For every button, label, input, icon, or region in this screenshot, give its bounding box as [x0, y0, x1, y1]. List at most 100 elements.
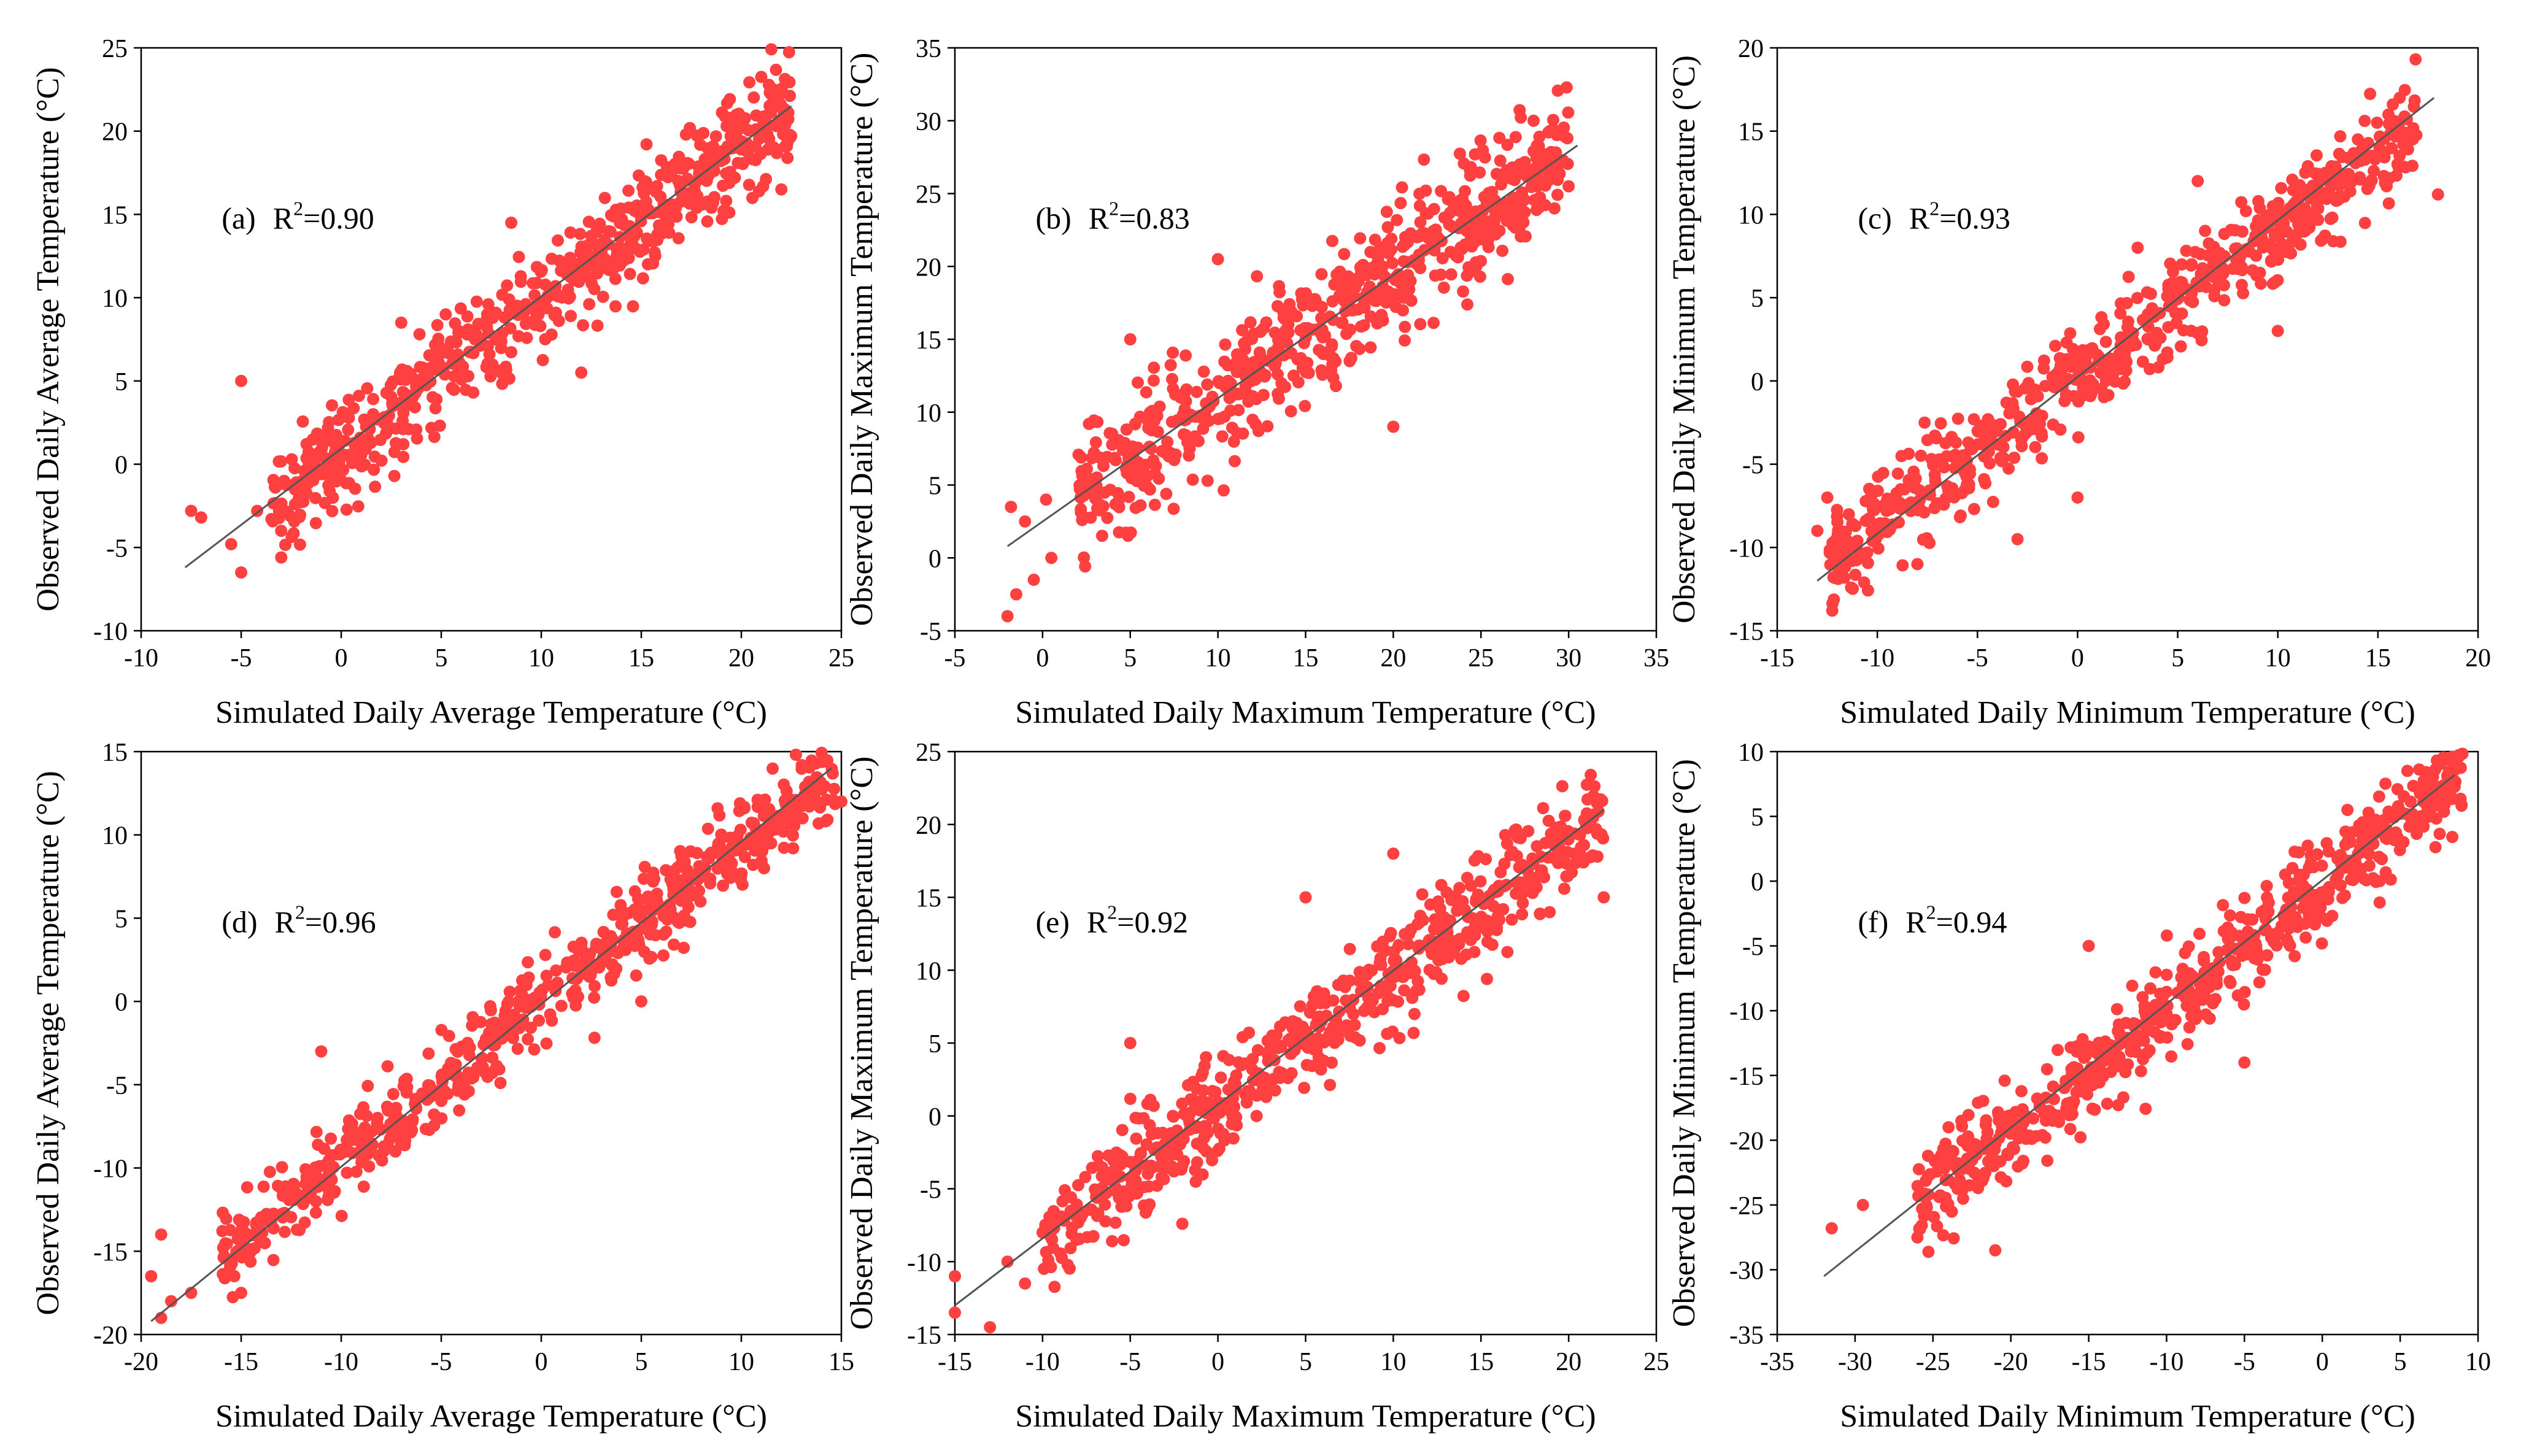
- data-point: [1535, 151, 1548, 164]
- x-tick-label: -10: [2149, 1348, 2183, 1376]
- data-point: [1250, 1109, 1263, 1122]
- data-point: [453, 356, 466, 369]
- data-point: [675, 859, 687, 872]
- y-axis-label: Observed Daily Average Temperature (°C): [31, 771, 66, 1315]
- data-point: [1518, 206, 1531, 218]
- y-axis-label: Observed Daily Average Temperature (°C): [31, 67, 66, 611]
- data-point: [241, 1181, 253, 1194]
- data-point: [613, 259, 626, 272]
- x-tick-label: 30: [1556, 644, 1581, 672]
- data-point: [1099, 1215, 1112, 1228]
- data-point: [1375, 309, 1388, 322]
- data-point: [439, 308, 452, 321]
- data-point: [2290, 919, 2303, 932]
- data-point: [598, 191, 611, 204]
- data-point: [1451, 904, 1464, 917]
- data-point: [288, 462, 301, 475]
- data-point: [760, 109, 773, 122]
- data-point: [1858, 576, 1870, 589]
- data-point: [779, 112, 792, 125]
- outlier-point: [505, 217, 518, 229]
- data-point: [1963, 1162, 1975, 1175]
- outlier-point: [235, 374, 247, 387]
- data-point: [672, 232, 685, 245]
- data-point: [1279, 310, 1291, 323]
- data-point: [1391, 214, 1403, 226]
- data-point: [2389, 130, 2402, 143]
- r2-value: =0.92: [1117, 905, 1188, 939]
- data-point: [1211, 1144, 1224, 1157]
- data-point: [1388, 288, 1400, 301]
- data-point: [1956, 1184, 1969, 1196]
- data-point: [422, 1047, 435, 1060]
- data-point: [2282, 892, 2295, 904]
- data-point: [1132, 1112, 1145, 1125]
- x-tick-label: -15: [1760, 644, 1794, 672]
- data-point: [2038, 1107, 2051, 1120]
- data-point: [2401, 765, 2414, 777]
- data-point: [1932, 1190, 1945, 1203]
- data-point: [1474, 875, 1487, 888]
- data-point: [604, 225, 617, 238]
- data-point: [2413, 763, 2426, 776]
- data-point: [2386, 829, 2399, 842]
- data-point: [536, 353, 549, 366]
- data-point: [1516, 896, 1529, 909]
- data-point: [340, 503, 353, 516]
- data-point: [1547, 153, 1560, 165]
- y-tick-label: -5: [1742, 933, 1764, 961]
- data-point: [1481, 925, 1494, 938]
- data-point: [503, 293, 515, 306]
- data-point: [646, 235, 659, 248]
- data-point: [678, 941, 690, 954]
- data-point: [1175, 1163, 1187, 1176]
- scatter-points: [1001, 81, 1575, 623]
- data-point: [1315, 301, 1328, 314]
- r2-value: =0.90: [303, 201, 374, 236]
- x-tick-label: 10: [1205, 644, 1231, 672]
- data-point: [1302, 366, 1315, 379]
- data-point: [666, 910, 679, 923]
- data-point: [588, 980, 601, 993]
- data-point: [2356, 834, 2368, 847]
- data-point: [1120, 423, 1133, 436]
- data-point: [1934, 417, 1947, 429]
- data-point: [1155, 1158, 1168, 1171]
- data-point: [528, 1043, 541, 1056]
- data-point: [1510, 823, 1523, 836]
- data-point: [1246, 1063, 1259, 1076]
- data-point: [713, 809, 726, 822]
- data-point: [605, 974, 618, 987]
- data-point: [2429, 841, 2442, 853]
- data-point: [2161, 290, 2174, 302]
- data-point: [1513, 222, 1526, 235]
- data-point: [467, 1071, 480, 1084]
- data-point: [1324, 310, 1337, 323]
- data-point: [723, 177, 736, 190]
- x-tick-label: 15: [628, 644, 654, 672]
- data-point: [1297, 299, 1310, 312]
- data-point: [2276, 237, 2288, 250]
- data-point: [1559, 809, 1572, 822]
- regression-line: [1006, 144, 1578, 547]
- outlier-point: [2238, 1056, 2251, 1069]
- data-point: [566, 987, 579, 1000]
- data-point: [507, 1031, 520, 1044]
- data-point: [2149, 337, 2162, 350]
- panel-label: (b): [1035, 201, 1071, 236]
- data-point: [614, 899, 627, 912]
- data-point: [756, 124, 769, 137]
- data-point: [564, 226, 577, 239]
- data-point: [1100, 1187, 1113, 1200]
- data-point: [1476, 233, 1489, 246]
- data-point: [2196, 325, 2209, 338]
- outlier-point: [2191, 175, 2204, 188]
- data-point: [752, 185, 765, 198]
- data-point: [701, 215, 714, 228]
- data-point: [2139, 1103, 2152, 1115]
- data-point: [1445, 893, 1458, 906]
- data-point: [1445, 268, 1457, 281]
- data-point: [287, 1181, 300, 1193]
- r2-symbol: R: [1087, 905, 1108, 939]
- data-point: [1336, 316, 1349, 329]
